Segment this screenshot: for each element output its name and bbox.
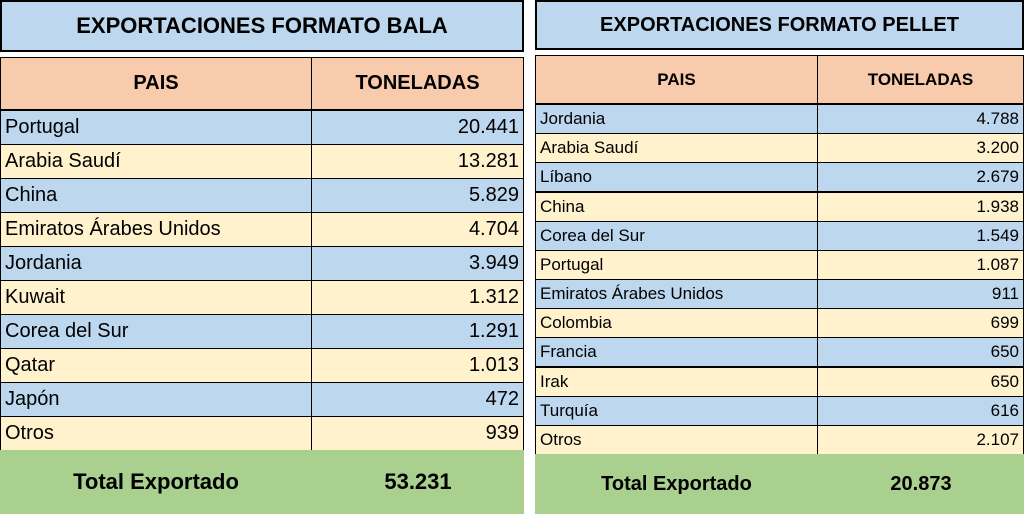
- country-cell: Otros: [0, 416, 312, 451]
- total-label: Total Exportado: [0, 450, 312, 514]
- country-cell: Qatar: [0, 348, 312, 383]
- country-cell: China: [535, 191, 818, 222]
- total-label: Total Exportado: [535, 454, 818, 514]
- country-cell: Otros: [535, 424, 818, 455]
- country-cell: China: [0, 178, 312, 213]
- tonnage-cell: 1.087: [817, 249, 1024, 280]
- table-title: EXPORTACIONES FORMATO BALA: [0, 0, 524, 52]
- tonnage-cell: 650: [817, 366, 1024, 397]
- tonnage-cell: 1.938: [817, 191, 1024, 222]
- country-cell: Japón: [0, 382, 312, 417]
- tonnage-cell: 1.291: [311, 314, 524, 349]
- country-cell: Emiratos Árabes Unidos: [0, 212, 312, 247]
- tonnage-cell: 2.679: [817, 162, 1024, 193]
- tonnage-cell: 4.788: [817, 104, 1024, 135]
- country-cell: Kuwait: [0, 280, 312, 315]
- total-value: 53.231: [312, 450, 524, 514]
- tonnage-cell: 3.949: [311, 246, 524, 281]
- column-header: TONELADAS: [311, 57, 524, 110]
- tonnage-cell: 911: [817, 279, 1024, 310]
- country-cell: Jordania: [0, 246, 312, 281]
- tonnage-cell: 4.704: [311, 212, 524, 247]
- tonnage-cell: 1.312: [311, 280, 524, 315]
- country-cell: Arabia Saudí: [535, 133, 818, 164]
- tonnage-cell: 1.549: [817, 220, 1024, 251]
- country-cell: Arabia Saudí: [0, 144, 312, 179]
- tonnage-cell: 472: [311, 382, 524, 417]
- tonnage-cell: 616: [817, 395, 1024, 426]
- country-cell: Francia: [535, 337, 818, 368]
- country-cell: Corea del Sur: [535, 220, 818, 251]
- tonnage-cell: 2.107: [817, 424, 1024, 455]
- tonnage-cell: 20.441: [311, 110, 524, 145]
- country-cell: Jordania: [535, 104, 818, 135]
- tonnage-cell: 1.013: [311, 348, 524, 383]
- tonnage-cell: 650: [817, 337, 1024, 368]
- country-cell: Portugal: [535, 249, 818, 280]
- column-header: PAIS: [535, 55, 818, 104]
- country-cell: Líbano: [535, 162, 818, 193]
- country-cell: Portugal: [0, 110, 312, 145]
- total-value: 20.873: [818, 454, 1024, 514]
- column-header: PAIS: [0, 57, 312, 110]
- country-cell: Turquía: [535, 395, 818, 426]
- tonnage-cell: 13.281: [311, 144, 524, 179]
- table-title: EXPORTACIONES FORMATO PELLET: [535, 0, 1024, 50]
- tonnage-cell: 699: [817, 308, 1024, 339]
- column-header: TONELADAS: [817, 55, 1024, 104]
- country-cell: Emiratos Árabes Unidos: [535, 279, 818, 310]
- tonnage-cell: 3.200: [817, 133, 1024, 164]
- country-cell: Corea del Sur: [0, 314, 312, 349]
- tonnage-cell: 5.829: [311, 178, 524, 213]
- country-cell: Irak: [535, 366, 818, 397]
- tonnage-cell: 939: [311, 416, 524, 451]
- country-cell: Colombia: [535, 308, 818, 339]
